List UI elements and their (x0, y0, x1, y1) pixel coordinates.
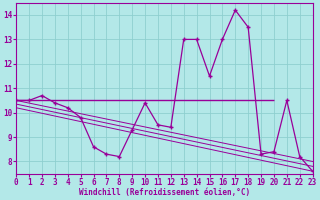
X-axis label: Windchill (Refroidissement éolien,°C): Windchill (Refroidissement éolien,°C) (79, 188, 250, 197)
